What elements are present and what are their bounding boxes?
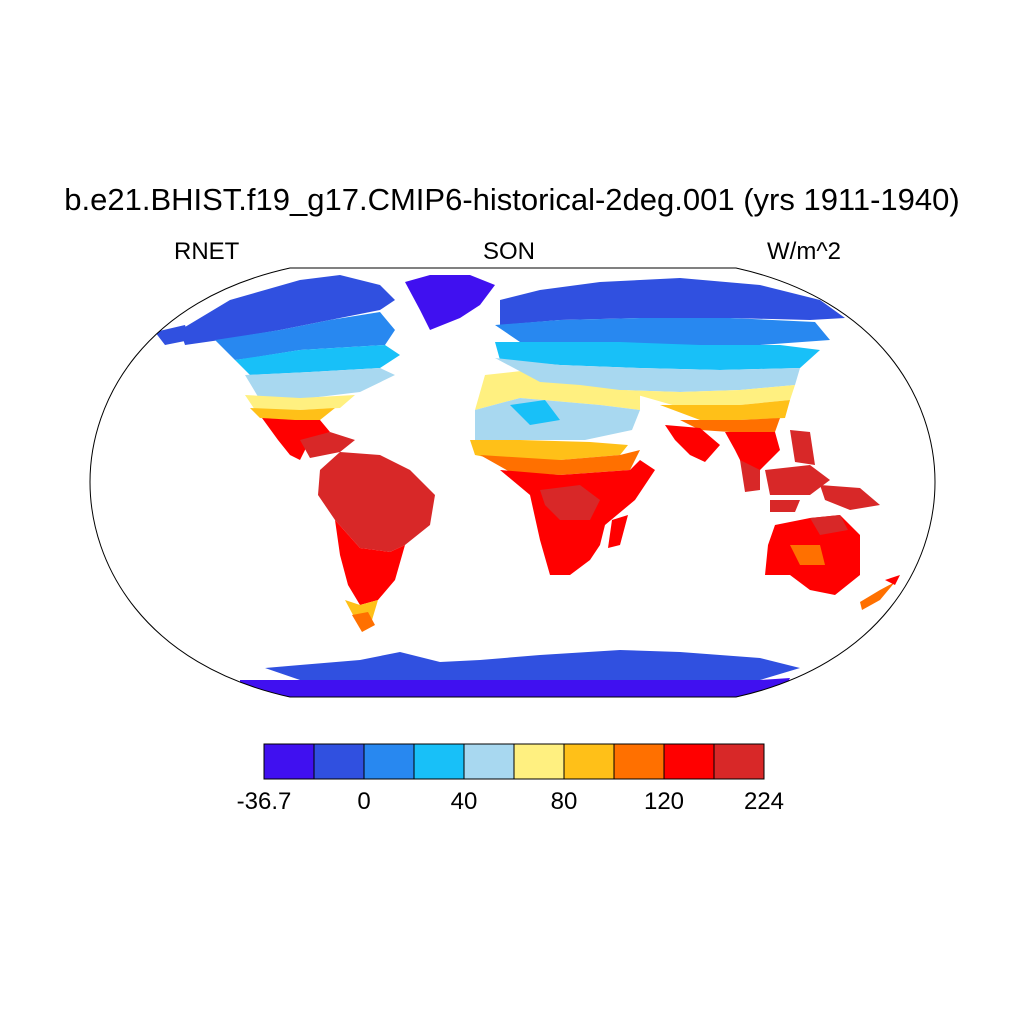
- eurasia-land: [495, 278, 845, 492]
- australia-land: [765, 515, 900, 610]
- colorbar-swatch: [513, 743, 565, 780]
- map-title: b.e21.BHIST.f19_g17.CMIP6-historical-2de…: [64, 182, 960, 217]
- colorbar-swatch: [413, 743, 465, 780]
- colorbar-swatch: [563, 743, 615, 780]
- colorbar-swatch: [663, 743, 715, 780]
- colorbar-swatch: [263, 743, 315, 780]
- colorbar-tick-label: 0: [357, 788, 371, 815]
- antarctica-land: [240, 650, 800, 697]
- colorbar-tick-label: -36.7: [236, 788, 292, 815]
- colorbar-tick-label: 120: [643, 788, 685, 815]
- colorbar-swatch: [463, 743, 515, 780]
- variable-label: RNET: [174, 238, 240, 265]
- map-outline: [89, 267, 936, 698]
- colorbar-tick-label: 224: [743, 788, 785, 815]
- colorbar-tick-label: 80: [550, 788, 578, 815]
- colorbar-swatch: [613, 743, 665, 780]
- colorbar-tick-label: 40: [450, 788, 478, 815]
- greenland-land: [405, 275, 495, 330]
- units-label: W/m^2: [767, 238, 841, 265]
- colorbar-swatch: [713, 743, 765, 780]
- season-label: SON: [483, 238, 536, 265]
- maritime-continent-land: [765, 430, 880, 512]
- south-america-land: [318, 452, 435, 632]
- colorbar-swatch: [313, 743, 365, 780]
- north-america-land: [155, 275, 400, 460]
- colorbar-swatch: [363, 743, 415, 780]
